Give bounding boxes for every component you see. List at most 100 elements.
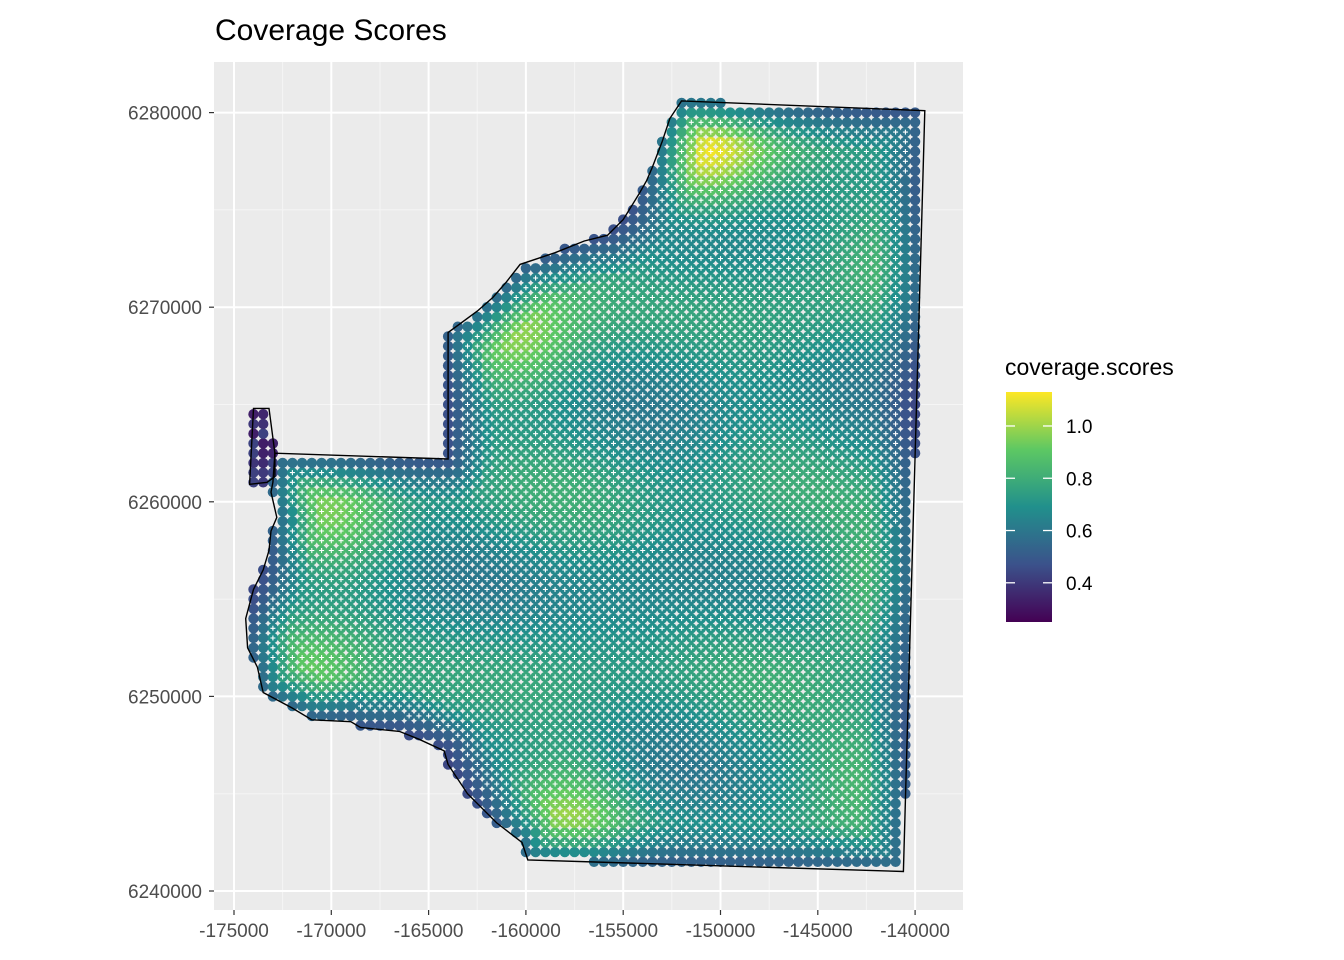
coverage-point [676,117,686,127]
coverage-point [900,740,910,750]
coverage-point [900,613,910,623]
coverage-point [900,370,910,380]
coverage-point [530,827,540,837]
coverage-point [890,759,900,769]
coverage-point [287,516,297,526]
coverage-point [472,322,482,332]
x-tick-label: -175000 [199,921,269,942]
coverage-point [453,438,463,448]
coverage-point [890,643,900,653]
coverage-point [492,302,502,312]
coverage-point [890,594,900,604]
coverage-point [890,711,900,721]
coverage-point [696,98,706,108]
coverage-point [453,467,463,477]
coverage-point [404,467,414,477]
coverage-point [268,458,278,468]
coverage-point [375,711,385,721]
coverage-point [443,467,453,477]
coverage-point [462,759,472,769]
coverage-point [842,107,852,117]
coverage-point [900,497,910,507]
coverage-point [657,156,667,166]
coverage-point [890,769,900,779]
coverage-point [258,643,268,653]
coverage-point [900,536,910,546]
x-tick-label: -140000 [880,921,950,942]
coverage-point [599,847,609,857]
coverage-point [453,409,463,419]
coverage-point [890,740,900,750]
coverage-point [764,847,774,857]
coverage-point [346,711,356,721]
coverage-point [511,818,521,828]
coverage-point [355,458,365,468]
coverage-point [900,467,910,477]
coverage-point [365,711,375,721]
coverage-point [433,730,443,740]
coverage-point [258,613,268,623]
coverage-point [248,623,258,633]
coverage-point [890,633,900,643]
coverage-point [910,146,920,156]
coverage-point [900,438,910,448]
coverage-point [667,137,677,147]
coverage-point [277,458,287,468]
coverage-point [453,351,463,361]
coverage-point [638,214,648,224]
coverage-point [852,117,862,127]
coverage-point [443,730,453,740]
legend-break-label: 0.4 [1066,574,1093,595]
coverage-point [248,448,258,458]
coverage-point [540,263,550,273]
coverage-point [910,224,920,234]
coverage-point [326,711,336,721]
coverage-point [375,458,385,468]
coverage-point [861,117,871,127]
coverage-point [910,351,920,361]
coverage-point [443,740,453,750]
coverage-point [774,847,784,857]
coverage-point [258,623,268,633]
coverage-point [287,691,297,701]
coverage-point [696,847,706,857]
coverage-point [258,652,268,662]
coverage-point [423,458,433,468]
coverage-point [900,594,910,604]
coverage-point [268,584,278,594]
coverage-point [774,857,784,867]
coverage-point [900,555,910,565]
coverage-point [657,857,667,867]
coverage-point [258,429,268,439]
x-tick-label: -150000 [686,921,756,942]
coverage-point [482,302,492,312]
coverage-point [530,837,540,847]
coverage-point [900,720,910,730]
coverage-point [900,477,910,487]
coverage-point [453,380,463,390]
coverage-point [462,322,472,332]
coverage-point [258,662,268,672]
coverage-point [861,857,871,867]
coverage-point [900,234,910,244]
y-tick-label: 6250000 [128,687,202,708]
coverage-point [453,448,463,458]
coverage-point [453,341,463,351]
coverage-point [900,214,910,224]
coverage-point [569,847,579,857]
coverage-point [900,448,910,458]
coverage-point [618,857,628,867]
coverage-point [900,623,910,633]
coverage-point [618,224,628,234]
coverage-point [900,604,910,614]
coverage-point [783,117,793,127]
coverage-point [414,458,424,468]
coverage-point [900,302,910,312]
coverage-point [900,322,910,332]
coverage-point [521,263,531,273]
coverage-point [657,166,667,176]
coverage-point [258,584,268,594]
coverage-point [462,331,472,341]
coverage-point [297,701,307,711]
coverage-point [647,185,657,195]
